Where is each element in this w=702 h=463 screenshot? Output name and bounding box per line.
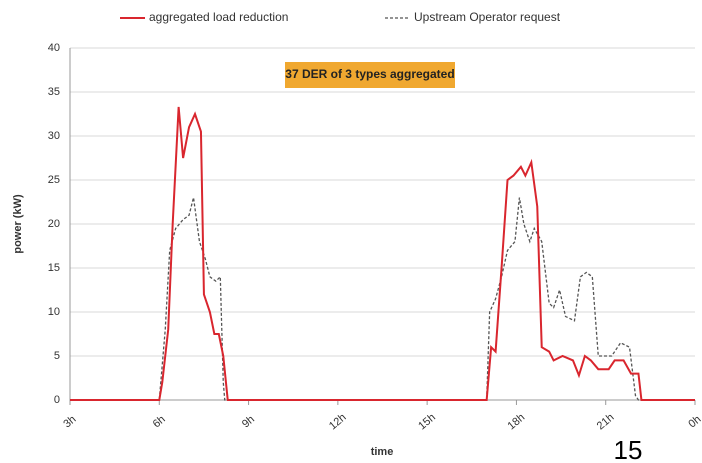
legend-label: Upstream Operator request [414, 10, 561, 24]
y-tick-label: 30 [48, 130, 60, 142]
series-line [70, 197, 695, 401]
annotation: 37 DER of 3 types aggregated [285, 67, 454, 81]
annotation-box [285, 62, 455, 88]
y-tick-label: 10 [48, 306, 60, 318]
y-tick-label: 40 [48, 42, 60, 54]
y-tick-label: 5 [54, 350, 60, 362]
x-axis-label: time [371, 446, 394, 458]
series-line [70, 106, 695, 401]
legend-label: aggregated load reduction [149, 10, 288, 24]
y-tick-label: 35 [48, 86, 60, 98]
y-axis-label: power (kW) [12, 194, 24, 254]
x-tick-label: 9h [240, 413, 257, 430]
y-tick-label: 15 [48, 262, 60, 274]
x-tick-label: 6h [151, 413, 168, 430]
y-tick-label: 0 [54, 394, 60, 406]
page-number: 15 [614, 435, 643, 463]
x-tick-label: 15h [416, 411, 438, 432]
y-tick-label: 20 [48, 218, 60, 230]
x-tick-label: 12h [327, 411, 349, 432]
x-tick-label: 3h [61, 413, 78, 430]
x-tick-label: 18h [505, 411, 527, 432]
x-tick-label: 0h [686, 413, 702, 430]
x-tick-label: 21h [595, 411, 617, 432]
y-tick-label: 25 [48, 174, 60, 186]
